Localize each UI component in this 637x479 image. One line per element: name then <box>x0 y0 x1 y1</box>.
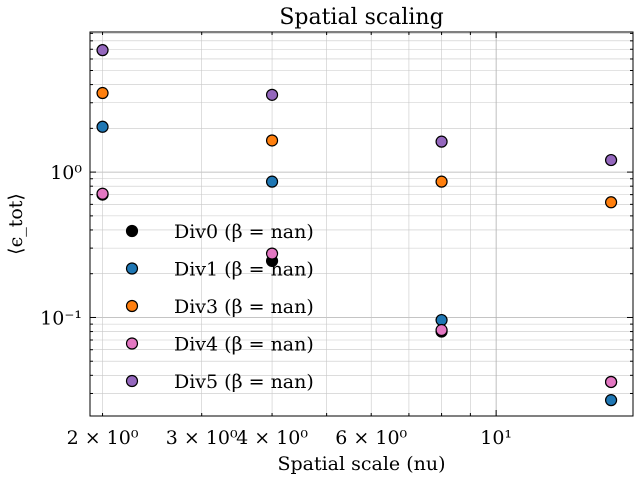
x-tick-label: 10¹ <box>480 427 512 449</box>
ticks <box>90 32 633 416</box>
y-tick-label: 10⁰ <box>50 162 82 184</box>
legend-entry: Div0 (β = nan) <box>174 221 314 243</box>
legend-entry: Div1 (β = nan) <box>174 259 314 281</box>
data-point-series-2 <box>96 86 109 100</box>
data-point-series-2 <box>265 134 279 147</box>
legend-marker <box>125 299 139 313</box>
legend-entry: Div3 (β = nan) <box>174 296 314 318</box>
grid <box>90 32 633 416</box>
data-points <box>96 44 618 407</box>
data-point-series-4 <box>604 153 618 167</box>
legend: Div0 (β = nan) Div1 (β = nan) Div3 (β = na… <box>125 221 314 393</box>
legend-entry: Div5 (β = nan) <box>174 371 314 393</box>
data-point-series-4 <box>96 44 109 57</box>
data-point-series-4 <box>435 135 448 148</box>
data-point-series-3 <box>435 323 448 337</box>
chart-title: Spatial scaling <box>279 5 443 30</box>
plot-frame <box>89 31 634 417</box>
data-point-series-3 <box>604 375 618 389</box>
data-point-series-1 <box>435 313 448 327</box>
legend-entry: Div4 (β = nan) <box>174 334 314 356</box>
data-point-series-3 <box>96 187 109 200</box>
data-point-series-2 <box>435 175 448 188</box>
x-tick-label: 4 × 10⁰ <box>236 427 308 449</box>
x-axis-label: Spatial scale (nu) <box>277 453 445 475</box>
data-point-series-1 <box>96 120 109 133</box>
x-tick-label: 3 × 10⁰ <box>166 427 238 449</box>
data-point-series-1 <box>604 394 618 407</box>
data-point-series-1 <box>265 175 279 188</box>
y-tick-label: 10⁻¹ <box>40 307 82 329</box>
x-tick-label: 6 × 10⁰ <box>335 427 407 449</box>
y-axis-label: ⟨ϵ_tot⟩ <box>5 193 27 255</box>
data-point-series-4 <box>265 88 279 101</box>
x-tick-label: 2 × 10⁰ <box>67 427 139 449</box>
legend-marker <box>125 262 139 275</box>
data-point-series-2 <box>604 196 618 209</box>
legend-marker <box>125 337 139 350</box>
legend-marker <box>125 374 139 388</box>
data-point-series-3 <box>265 247 279 260</box>
legend-marker <box>125 224 139 238</box>
